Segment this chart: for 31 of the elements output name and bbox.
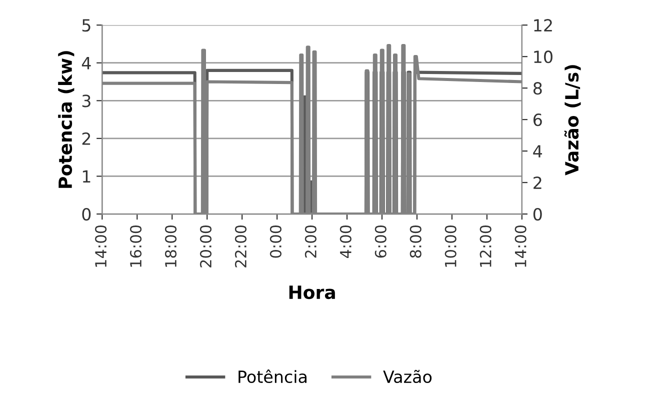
legend-label: Potência (238, 369, 306, 384)
x-tick-label: 12:00 (480, 225, 492, 267)
x-tick-label: 14:00 (95, 225, 107, 267)
y-tick-label: 3 (82, 94, 90, 108)
y2-axis-title: Vazão (L/s) (564, 65, 581, 176)
y2-tick-label: 6 (534, 114, 542, 126)
x-tick-label: 22:00 (234, 225, 247, 268)
y2-tick-label: 4 (533, 145, 542, 158)
x-axis-title: Hora (289, 286, 335, 300)
y-tick-label: 4 (82, 57, 91, 70)
y2-tick-label: 0 (533, 208, 542, 221)
y-tick-label: 1 (82, 170, 90, 183)
x-tick-label: 8:00 (410, 225, 422, 258)
y2-tick-label: 2 (534, 176, 542, 189)
x-tick-label: 14:00 (514, 225, 526, 267)
x-tick-label: 18:00 (164, 225, 177, 267)
x-tick-label: 4:00 (340, 225, 352, 258)
y-axis-title: Potencia (kw) (58, 51, 74, 188)
x-tick-label: 16:00 (130, 225, 142, 267)
y2-tick-label: 12 (534, 19, 552, 32)
y-tick-label: 0 (82, 208, 91, 221)
y2-tick-label: 10 (534, 50, 552, 64)
x-tick-label: 10:00 (444, 225, 456, 267)
y2-tick-label: 8 (533, 82, 542, 95)
legend-label: Vazão (383, 370, 432, 384)
x-tick-label: 0:00 (270, 225, 282, 258)
y-tick-label: 5 (82, 19, 90, 32)
x-tick-label: 6:00 (374, 225, 386, 258)
x-tick-label: 20:00 (200, 225, 212, 268)
x-tick-label: 2:00 (304, 225, 316, 258)
y-tick-label: 2 (82, 132, 90, 145)
